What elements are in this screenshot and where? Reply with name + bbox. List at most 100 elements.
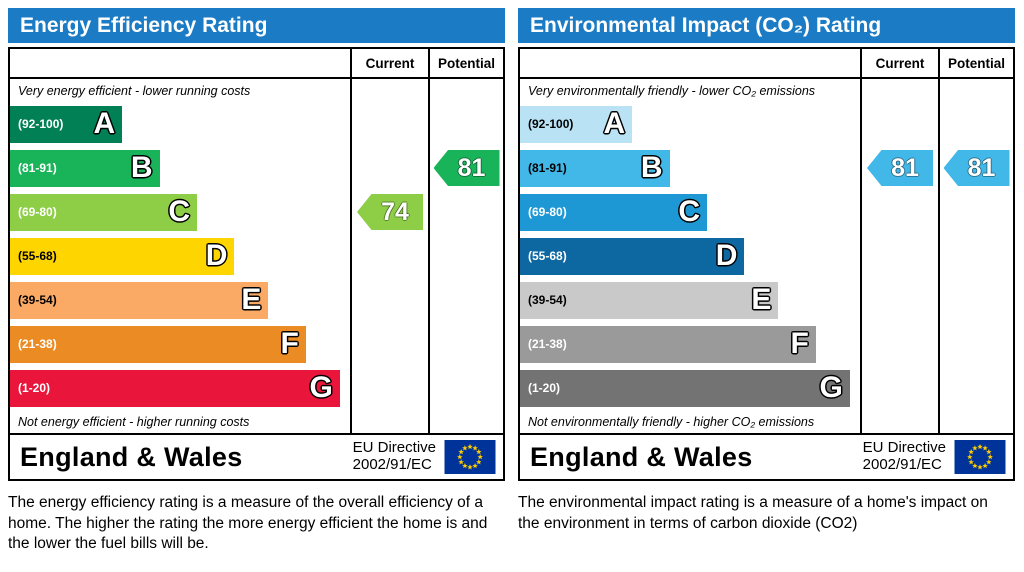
band-bar-d: (55-68) D: [520, 237, 745, 275]
band-bar-f: (21-38) F: [520, 325, 816, 363]
band-letter: B: [130, 151, 153, 184]
bottom-note-row: Not environmentally friendly - higher CO…: [520, 410, 1013, 433]
band-row-d: (55-68) D: [10, 234, 503, 278]
current-rating-arrow: 81: [867, 150, 933, 186]
band-range-label: (21-38): [528, 337, 567, 351]
band-letter: A: [93, 107, 116, 140]
top-note-row: Very environmentally friendly - lower CO…: [520, 79, 1013, 102]
band-letter: E: [751, 283, 772, 316]
potential-cell: [938, 278, 1013, 322]
potential-cell: [428, 234, 503, 278]
band-letter: G: [819, 371, 843, 404]
band-row-e: (39-54) E: [520, 278, 1013, 322]
eu-directive-label: EU Directive 2002/91/EC: [353, 439, 436, 474]
potential-cell: [938, 322, 1013, 366]
epc-charts: Energy Efficiency Rating Current Potenti…: [8, 8, 1015, 555]
current-column-header: Current: [350, 49, 428, 77]
band-bar-d: (55-68) D: [10, 237, 235, 275]
potential-column-header: Potential: [938, 49, 1013, 77]
band-bar-c: (69-80) C: [520, 193, 707, 231]
band-range-label: (81-91): [18, 161, 57, 175]
band-range-label: (21-38): [18, 337, 57, 351]
band-letter: C: [678, 195, 700, 228]
eu-directive-label: EU Directive 2002/91/EC: [862, 439, 946, 474]
band-row-a: (92-100) A: [520, 102, 1013, 146]
current-cell: [860, 190, 938, 234]
eu-directive-line2: 2002/91/EC: [862, 456, 942, 473]
bottom-note-row: Not energy efficient - higher running co…: [10, 410, 503, 433]
current-rating-arrow: 74: [357, 194, 423, 230]
potential-cell: [938, 234, 1013, 278]
band-bar-e: (39-54) E: [10, 281, 269, 319]
footer: England & Wales EU Directive 2002/91/EC: [518, 435, 1015, 481]
eu-flag-icon: [954, 440, 1006, 474]
potential-cell: [938, 190, 1013, 234]
band-letter: D: [205, 239, 228, 272]
band-row-b: (81-91) B 81: [10, 146, 503, 190]
current-cell: [860, 410, 938, 433]
energy-efficiency-chart: Current Potential Very energy efficient …: [8, 47, 505, 435]
band-bar-b: (81-91) B: [520, 149, 670, 187]
band-header-spacer: [520, 49, 860, 77]
band-row-a: (92-100) A: [10, 102, 503, 146]
potential-cell: [428, 278, 503, 322]
potential-cell: [428, 190, 503, 234]
environmental-description: The environmental impact rating is a mea…: [518, 494, 988, 532]
energy-description: The energy efficiency rating is a measur…: [8, 494, 488, 553]
potential-cell: [938, 366, 1013, 410]
current-cell: [860, 366, 938, 410]
potential-cell: [428, 322, 503, 366]
top-note: Very environmentally friendly - lower CO…: [528, 83, 816, 98]
current-rating-value: 81: [891, 153, 919, 182]
band-row-c: (69-80) C 74: [10, 190, 503, 234]
band-bar-c: (69-80) C: [10, 193, 197, 231]
current-cell: [860, 102, 938, 146]
band-row-b: (81-91) B 81 81: [520, 146, 1013, 190]
band-letter: F: [790, 327, 809, 360]
current-cell: [860, 79, 938, 102]
band-row-e: (39-54) E: [10, 278, 503, 322]
panel-title-energy: Energy Efficiency Rating: [8, 8, 505, 43]
band-bar-a: (92-100) A: [520, 105, 633, 143]
band-bar-b: (81-91) B: [10, 149, 160, 187]
current-cell: [350, 79, 428, 102]
band-range-label: (92-100): [528, 117, 574, 131]
energy-efficiency-panel: Energy Efficiency Rating Current Potenti…: [8, 8, 505, 555]
environmental-impact-panel: Environmental Impact (CO₂) Rating Curren…: [518, 8, 1015, 555]
potential-cell: [428, 79, 503, 102]
region-label: England & Wales: [20, 441, 243, 472]
current-cell: [350, 278, 428, 322]
band-range-label: (1-20): [18, 381, 51, 395]
band-letter: F: [280, 327, 299, 360]
current-cell: [350, 234, 428, 278]
band-letter: A: [603, 107, 626, 140]
band-range-label: (81-91): [528, 161, 567, 175]
potential-cell: [938, 410, 1013, 433]
band-letter: G: [309, 371, 333, 404]
current-cell: [860, 234, 938, 278]
panel-title-environmental: Environmental Impact (CO₂) Rating: [518, 8, 1015, 43]
band-range-label: (1-20): [528, 381, 561, 395]
band-range-label: (39-54): [18, 293, 57, 307]
potential-rating-arrow: 81: [943, 150, 1010, 186]
band-row-d: (55-68) D: [520, 234, 1013, 278]
potential-cell: [428, 410, 503, 433]
band-row-g: (1-20) G: [520, 366, 1013, 410]
band-row-f: (21-38) F: [10, 322, 503, 366]
band-letter: B: [640, 151, 663, 184]
column-header-row: Current Potential: [10, 49, 503, 79]
potential-cell: 81: [938, 146, 1013, 190]
band-bar-f: (21-38) F: [10, 325, 306, 363]
band-bar-g: (1-20) G: [520, 369, 850, 407]
eu-flag-icon: [444, 440, 496, 474]
potential-rating-arrow: 81: [433, 150, 500, 186]
column-header-row: Current Potential: [520, 49, 1013, 79]
region-label: England & Wales: [530, 441, 753, 472]
band-row-c: (69-80) C: [520, 190, 1013, 234]
current-cell: 81: [860, 146, 938, 190]
current-cell: [350, 322, 428, 366]
band-bar-g: (1-20) G: [10, 369, 340, 407]
band-bar-e: (39-54) E: [520, 281, 779, 319]
band-range-label: (92-100): [18, 117, 64, 131]
band-range-label: (55-68): [528, 249, 567, 263]
